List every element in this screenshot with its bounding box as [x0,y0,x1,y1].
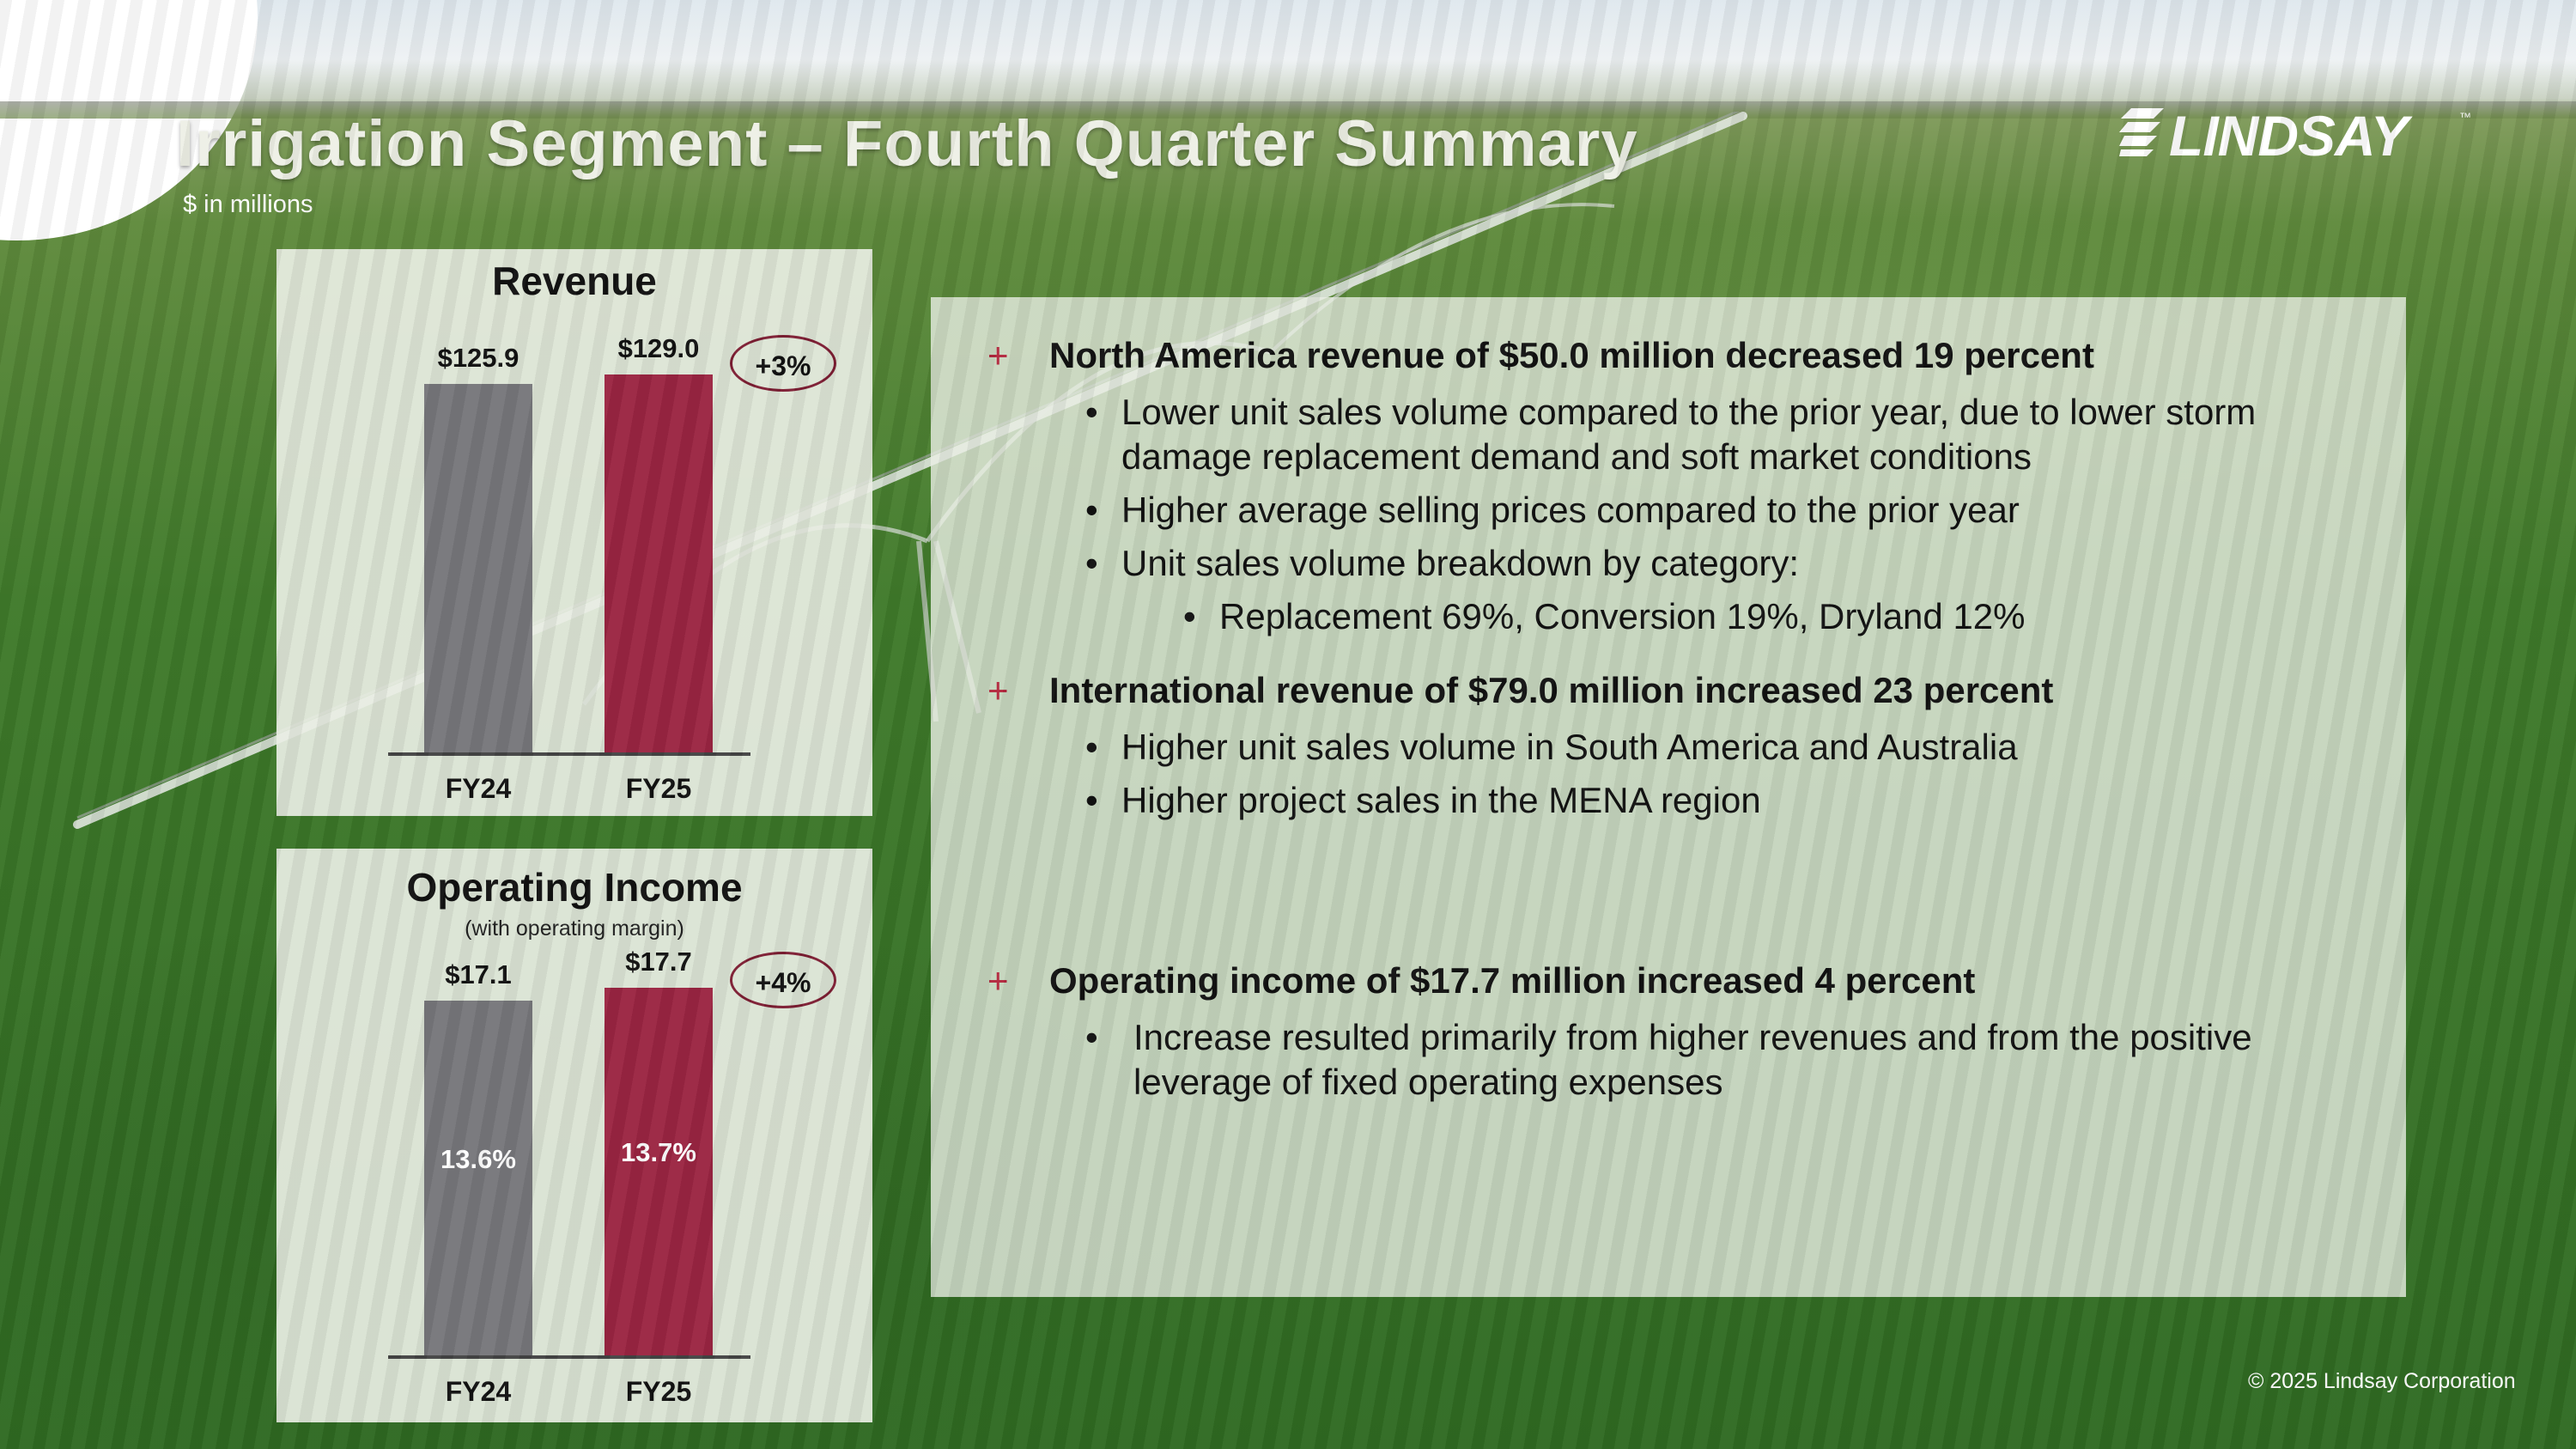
bullet-icon: • [1085,392,1098,432]
bullet-icon: • [1085,780,1098,820]
operating-margin-fy24: 13.6% [440,1144,516,1174]
revenue-chart-panel: Revenue $125.9 $129.0 FY24 FY25 +3% [276,249,872,816]
revenue-value-fy24: $125.9 [437,342,519,373]
logo-text: LINDSAY [2169,104,2409,167]
revenue-growth-badge: +3% [730,335,836,392]
bullet-icon: • [1085,1017,1098,1057]
revenue-value-fy25: $129.0 [617,333,700,363]
copyright-notice: © 2025 Lindsay Corporation [2248,1369,2516,1393]
revenue-axis-line [388,752,750,756]
operating-income-note: (with operating margin) [465,916,684,941]
revenue-chart-title: Revenue [492,259,657,303]
operating-margin-fy25: 13.7% [621,1137,696,1167]
plus-marker-icon: + [987,960,1009,1001]
operating-income-value-fy25: $17.7 [625,947,692,977]
lindsay-logo: LINDSAY ™ [2119,104,2471,167]
plus-marker-icon: + [987,670,1009,710]
bullet-icon: • [1085,727,1098,767]
revenue-category-fy25: FY25 [625,773,692,804]
bullet-icon: • [1085,543,1098,583]
logo-trademark: ™ [2459,110,2471,124]
revenue-category-fy24: FY24 [445,773,512,804]
revenue-bar-fy25 [605,374,713,752]
summary-panel: + North America revenue of $50.0 million… [931,297,2406,1297]
plus-marker-icon: + [987,335,1009,375]
bullet-icon: • [1085,490,1098,530]
horizon-band [0,101,2576,119]
operating-income-value-fy24: $17.1 [445,959,512,989]
operating-income-bar-fy24 [424,1000,532,1355]
operating-income-bar-fy25 [605,988,713,1355]
slide-title: Irrigation Segment – Fourth Quarter Summ… [176,107,1638,180]
operating-income-category-fy25: FY25 [625,1376,692,1407]
operating-income-axis-line [388,1355,750,1359]
operating-income-chart-panel: Operating Income (with operating margin)… [276,849,872,1422]
logo-stripes-icon [2119,108,2164,156]
operating-income-chart-title: Operating Income [406,865,743,910]
bullet-icon: • [1183,596,1196,636]
revenue-bar-fy24 [424,383,532,752]
operating-income-growth-badge: +4% [730,952,836,1008]
operating-income-category-fy24: FY24 [445,1376,512,1407]
units-subtitle: $ in millions [183,191,313,218]
